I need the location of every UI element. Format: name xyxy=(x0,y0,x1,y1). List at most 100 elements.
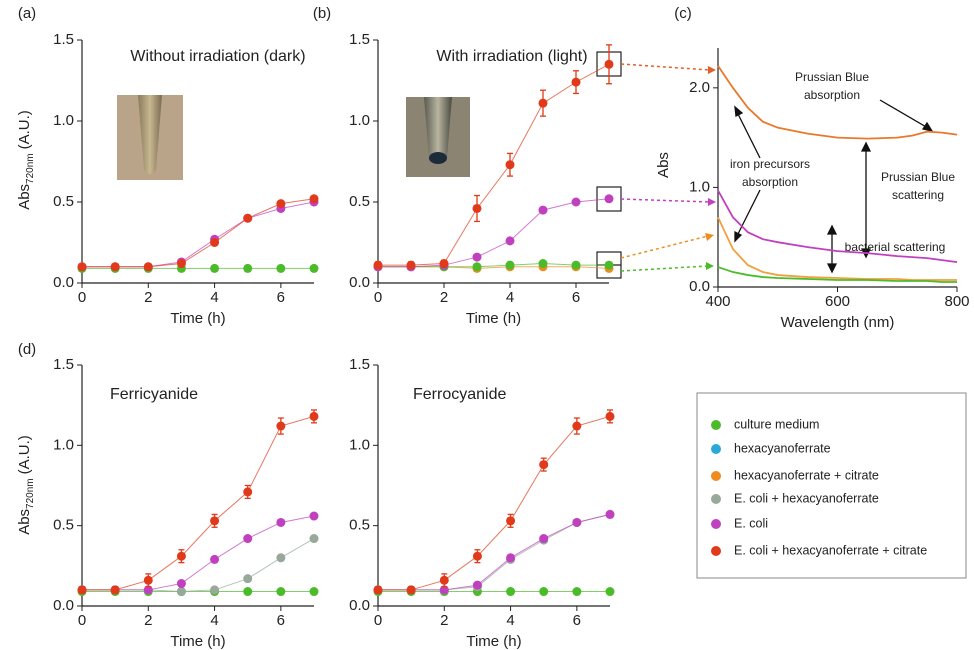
data-point xyxy=(243,487,253,497)
data-point xyxy=(406,260,416,270)
x-axis-label: Time (h) xyxy=(466,310,521,327)
data-point xyxy=(472,551,482,561)
x-tick-label: 0 xyxy=(374,289,382,306)
y-axis-label: Abs xyxy=(655,152,672,178)
x-tick-label: 4 xyxy=(506,289,514,306)
y-label-main: Abs xyxy=(16,184,33,210)
data-point xyxy=(506,553,516,563)
data-point xyxy=(143,585,153,595)
data-point xyxy=(472,252,482,262)
y-tick-label: 1.5 xyxy=(53,356,74,373)
series-line xyxy=(82,415,315,591)
legend-marker xyxy=(711,494,721,504)
y-tick-label: 0.5 xyxy=(53,517,74,534)
chart-title: Ferrocyanide xyxy=(413,386,506,403)
data-point xyxy=(605,411,615,421)
y-tick-label: 0.0 xyxy=(349,597,370,614)
data-point xyxy=(472,580,482,590)
legend-label: culture medium xyxy=(734,417,819,431)
data-point xyxy=(505,160,515,170)
data-point xyxy=(406,585,416,595)
panel-label: (d) xyxy=(18,341,36,358)
data-point xyxy=(110,585,120,595)
legend-label: hexacyanoferrate + citrate xyxy=(734,468,879,482)
x-tick-label: 6 xyxy=(572,289,580,306)
data-point xyxy=(571,77,581,87)
x-tick-label: 2 xyxy=(440,289,448,306)
data-point xyxy=(276,587,286,597)
x-tick-label: 400 xyxy=(705,293,730,310)
data-point xyxy=(210,516,220,526)
highlight-boxes xyxy=(596,51,622,279)
series-line xyxy=(82,538,315,593)
data-point xyxy=(506,516,516,526)
y-axis-label: Abs720nm (A.U.) xyxy=(16,110,36,210)
annotation: Prussian Blue xyxy=(881,170,955,184)
annotation: Prussian Blue xyxy=(795,70,869,84)
y-tick-label: 2.0 xyxy=(689,79,710,96)
data-point xyxy=(110,262,120,272)
annotation: iron precursors xyxy=(730,157,810,171)
data-point xyxy=(572,421,582,431)
y-tick-label: 0.5 xyxy=(349,193,370,210)
x-tick-label: 6 xyxy=(573,612,581,629)
data-point xyxy=(309,511,319,521)
data-point xyxy=(439,259,449,269)
legend-marker xyxy=(711,519,721,529)
x-axis-label: Time (h) xyxy=(170,310,225,327)
legend-label: hexacyanoferrate xyxy=(734,441,831,455)
y-tick-label: 0.5 xyxy=(53,193,74,210)
y-tick-label: 0.0 xyxy=(53,274,74,291)
legend-marker xyxy=(711,546,721,556)
data-point xyxy=(571,197,581,207)
data-point xyxy=(176,579,186,589)
annotation: scattering xyxy=(892,188,944,202)
data-point xyxy=(143,262,153,272)
y-tick-label: 1.5 xyxy=(349,356,370,373)
y-tick-label: 1.0 xyxy=(349,436,370,453)
legend-label: E. coli xyxy=(734,516,768,530)
panel-label: (c) xyxy=(674,5,692,22)
x-tick-label: 2 xyxy=(440,612,448,629)
data-point xyxy=(210,585,220,595)
y-label-unit: (A.U.) xyxy=(16,435,33,474)
y-axis-label: Abs720nm (A.U.) xyxy=(16,435,36,535)
annotation: bacterial scattering xyxy=(845,240,946,254)
photo-dark xyxy=(117,95,183,180)
data-point xyxy=(572,587,582,597)
data-point xyxy=(309,587,319,597)
data-point xyxy=(505,236,515,246)
data-point xyxy=(538,98,548,108)
spectrum-line xyxy=(717,266,957,283)
data-point xyxy=(243,534,253,544)
data-point xyxy=(439,585,449,595)
data-point xyxy=(243,263,253,273)
data-point xyxy=(276,553,286,563)
data-point xyxy=(309,194,319,204)
data-point xyxy=(571,260,581,270)
data-point xyxy=(276,263,286,273)
data-point xyxy=(605,509,615,519)
data-point xyxy=(604,260,614,270)
series-line xyxy=(378,198,610,268)
chart-title: Without irradiation (dark) xyxy=(130,48,305,65)
data-point xyxy=(276,199,286,209)
x-tick-label: 2 xyxy=(144,612,152,629)
panel-label: (b) xyxy=(313,5,331,22)
series-line xyxy=(82,198,315,268)
spectrum-line xyxy=(717,65,958,140)
legend-label: E. coli + hexacyanoferrate + citrate xyxy=(734,543,927,557)
series-line xyxy=(82,515,315,591)
data-point xyxy=(276,517,286,527)
series-line xyxy=(378,63,610,266)
x-axis-label: Time (h) xyxy=(466,633,521,650)
x-tick-label: 4 xyxy=(210,612,218,629)
data-point xyxy=(539,460,549,470)
y-tick-label: 0.0 xyxy=(349,274,370,291)
data-point xyxy=(243,213,253,223)
data-point xyxy=(505,260,515,270)
spectrum-line xyxy=(717,189,958,263)
chart-title: Ferricyanide xyxy=(110,386,198,403)
y-label-sub: 720nm xyxy=(25,153,36,184)
y-tick-label: 1.0 xyxy=(53,112,74,129)
